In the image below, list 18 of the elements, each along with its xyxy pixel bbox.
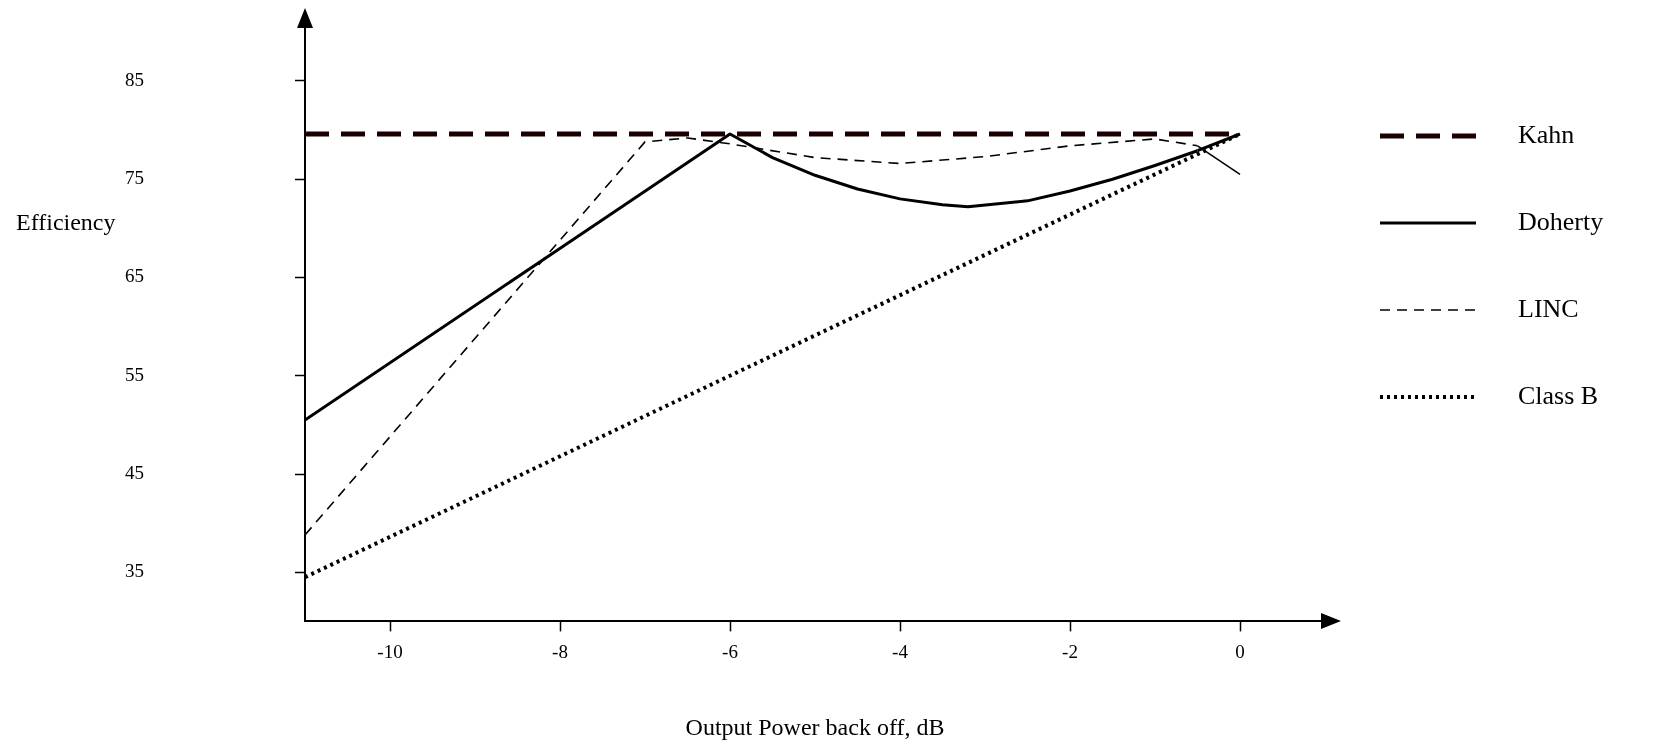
x-tick-label: 0 — [1235, 640, 1245, 662]
x-axis-title: Output Power back off, dB — [685, 713, 945, 740]
y-tick-label: 75 — [125, 167, 144, 189]
y-tick-label: 65 — [125, 265, 144, 287]
legend-label: Doherty — [1518, 206, 1604, 236]
x-tick-label: -8 — [552, 640, 568, 662]
x-tick-label: -2 — [1062, 640, 1078, 662]
x-tick-label: -4 — [892, 640, 909, 662]
legend-label: LINC — [1518, 293, 1579, 323]
legend-label: Class B — [1518, 380, 1599, 410]
x-tick-label: -6 — [722, 640, 738, 662]
y-tick-label: 55 — [125, 363, 144, 385]
y-tick-label: 85 — [125, 68, 144, 90]
y-axis-title: Efficiency — [16, 208, 116, 235]
y-tick-label: 35 — [125, 560, 144, 582]
y-tick-label: 45 — [125, 461, 144, 483]
legend-label: Kahn — [1518, 119, 1575, 149]
x-tick-label: -10 — [377, 640, 403, 662]
